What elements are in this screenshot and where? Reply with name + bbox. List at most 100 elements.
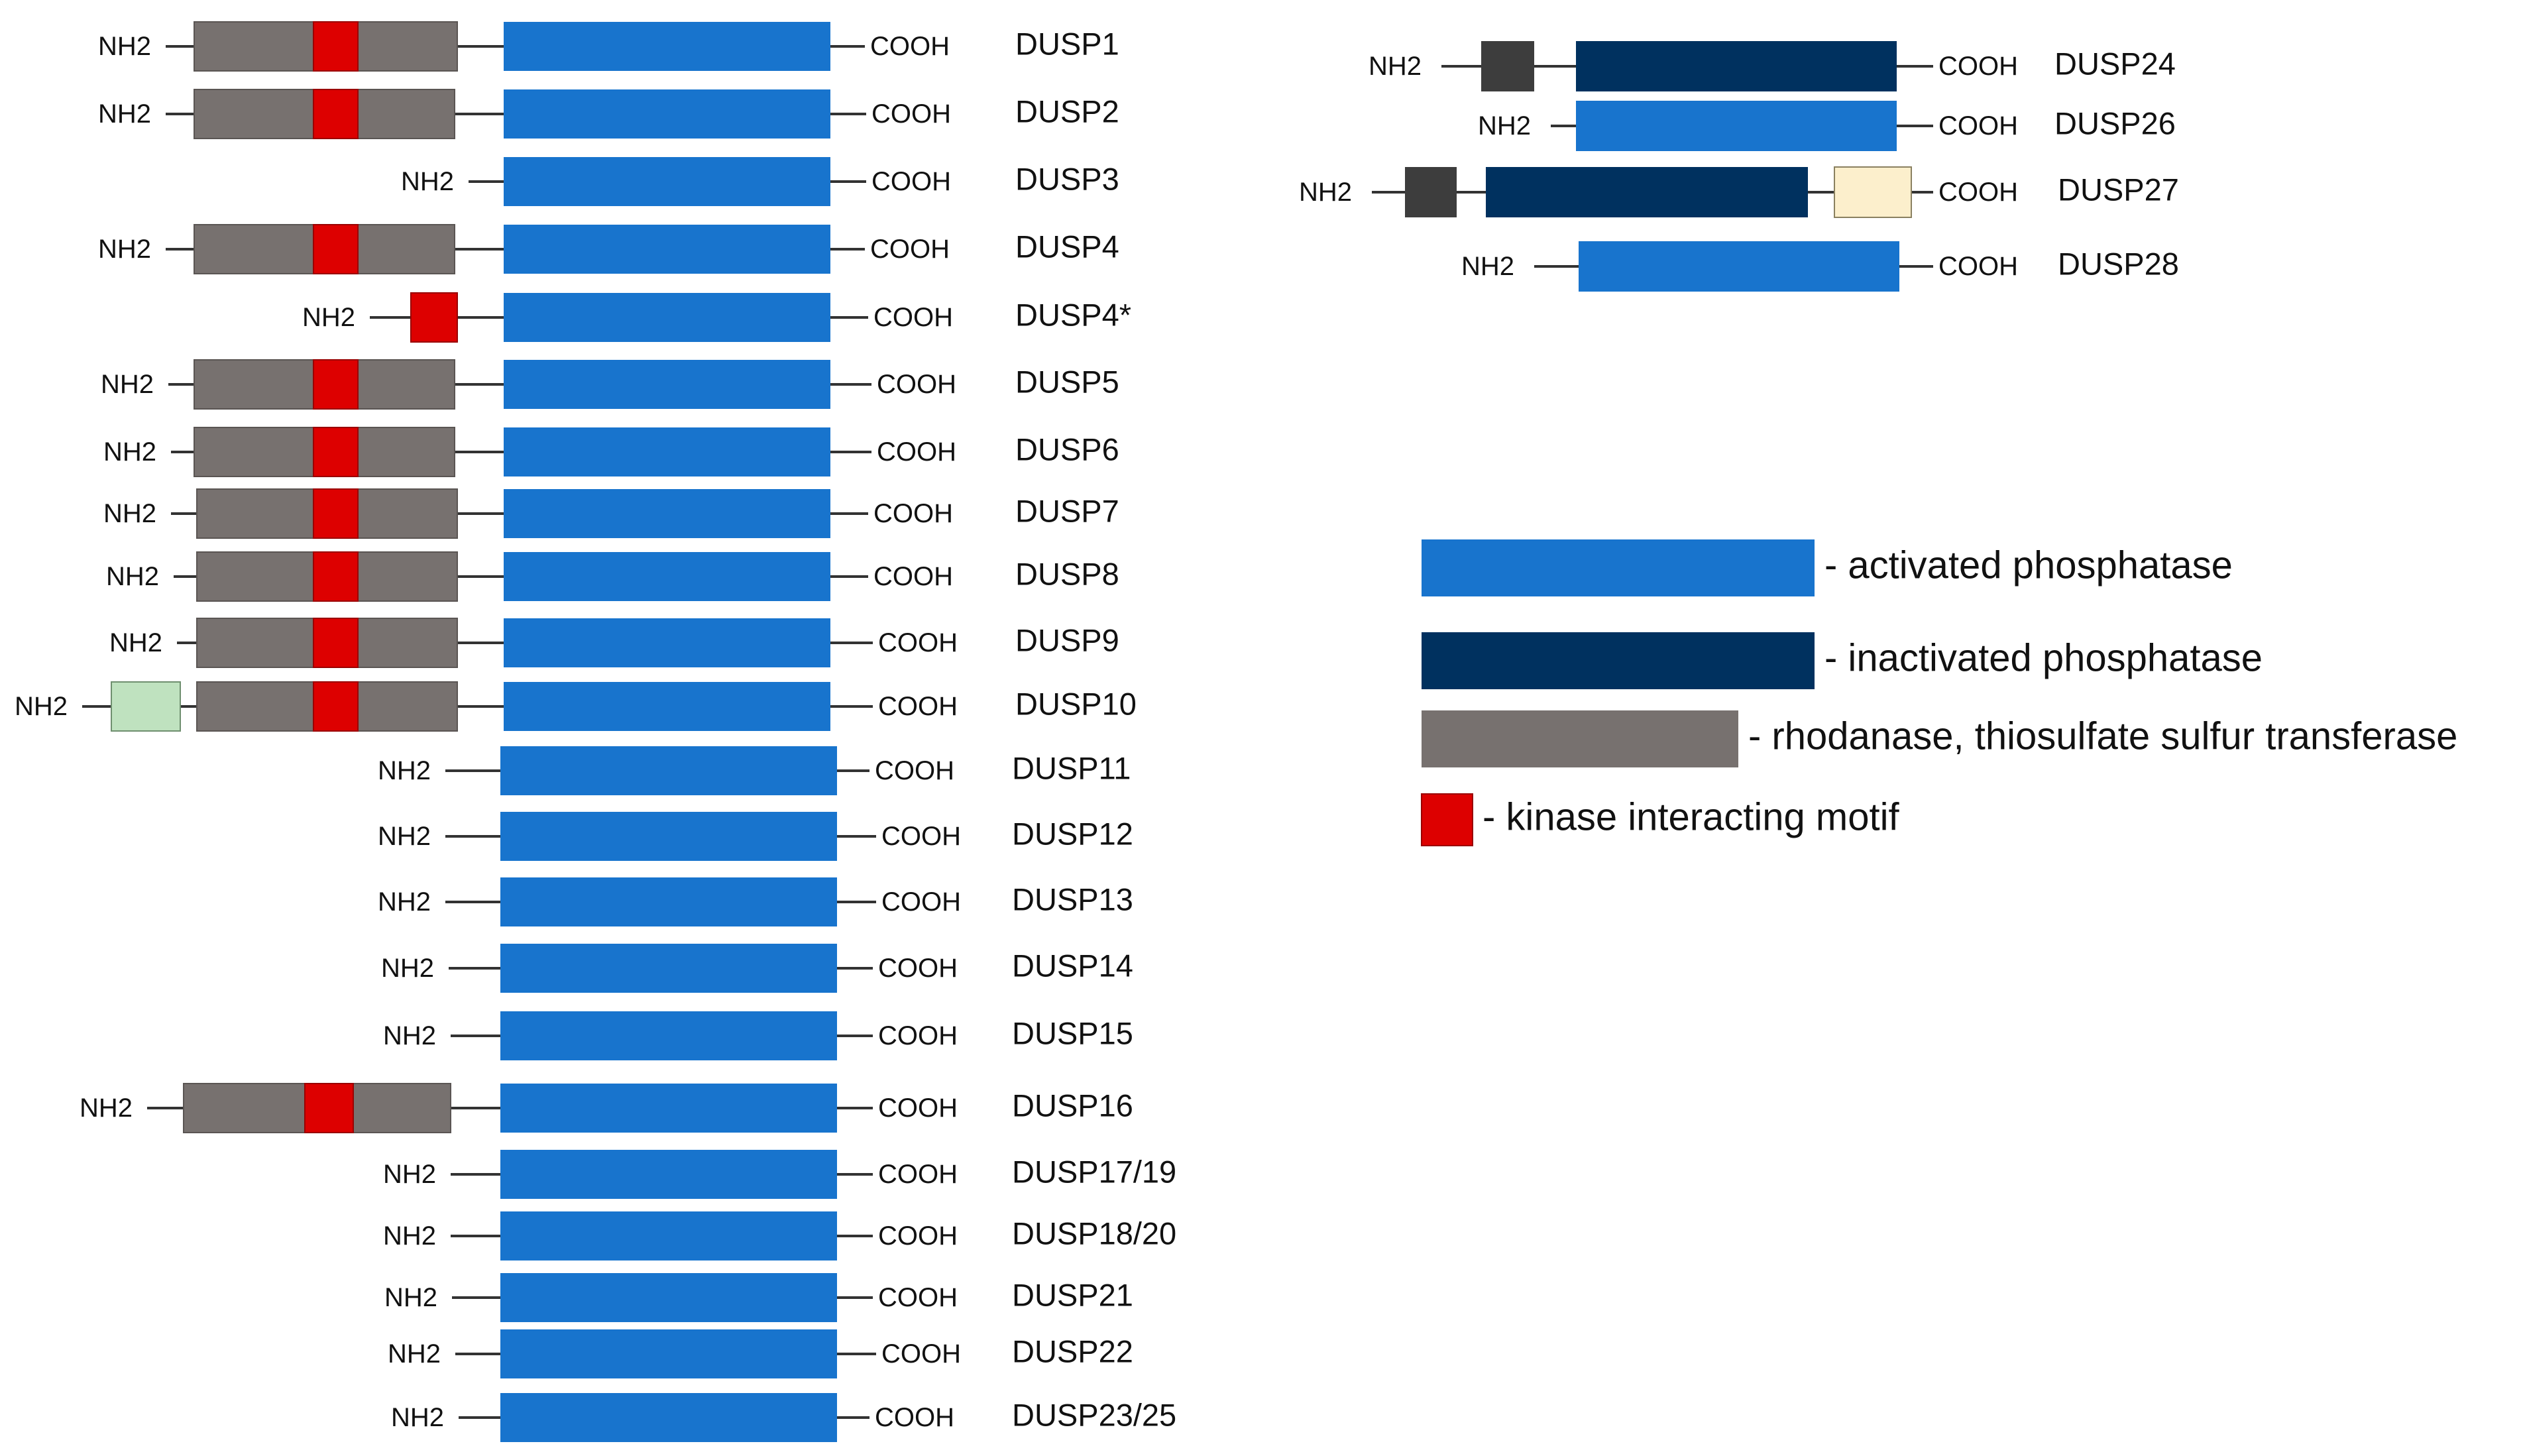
nh2-label: NH2 [391,1403,444,1432]
cooh-label: COOH [878,1021,958,1050]
protein-name: DUSP16 [1012,1088,1133,1123]
nh2-label: NH2 [15,692,68,721]
phosphatase-domain [500,1150,837,1199]
kim-motif [304,1083,354,1133]
nh2-label: NH2 [1369,52,1422,81]
nh2-label: NH2 [1461,252,1514,281]
kim-motif [313,427,359,477]
cooh-label: COOH [873,499,953,528]
protein-row-dusp5: NH2 COOH DUSP5 [101,359,1119,410]
protein-row-dusp26: NH2 COOH DUSP26 [1478,101,2176,151]
legend: - activated phosphatase - inactivated pho… [1421,539,2457,846]
protein-row-dusp7: NH2 COOH DUSP7 [103,488,1119,539]
protein-name: DUSP4 [1015,229,1119,264]
protein-row-dusp8: NH2 COOH DUSP8 [106,551,1119,602]
protein-row-dusp9: NH2 COOH DUSP9 [109,618,1119,668]
protein-name: DUSP26 [2054,106,2176,141]
protein-name: DUSP3 [1015,162,1119,197]
phosphatase-domain [504,293,830,342]
protein-row-dusp12: NH2 COOH DUSP12 [378,812,1133,861]
extra-domain [1481,41,1534,91]
nh2-label: NH2 [384,1283,437,1312]
nh2-label: NH2 [98,235,151,264]
cooh-label: COOH [871,167,951,196]
nh2-label: NH2 [378,756,431,785]
kim-motif [313,681,359,732]
phosphatase-domain [504,89,830,139]
protein-row-dusp2: NH2 COOH DUSP2 [98,89,1119,139]
nh2-label: NH2 [383,1221,436,1251]
protein-row-dusp22: NH2 COOH DUSP22 [388,1329,1133,1378]
protein-row-dusp4: NH2 COOH DUSP4 [98,224,1119,274]
cooh-label: COOH [878,954,958,983]
protein-name: DUSP5 [1015,364,1119,400]
phosphatase-domain [500,1329,837,1378]
phosphatase-domain [1579,241,1899,292]
protein-row-dusp21: NH2 COOH DUSP21 [384,1273,1133,1322]
cooh-label: COOH [881,887,961,917]
cooh-label: COOH [871,99,951,129]
cooh-label: COOH [881,1339,961,1369]
protein-row-dusp23-25: NH2 COOH DUSP23/25 [391,1393,1176,1442]
legend-label: - inactivated phosphatase [1824,637,2263,680]
nh2-label: NH2 [381,954,434,983]
cooh-label: COOH [875,1403,954,1432]
protein-row-dusp13: NH2 COOH DUSP13 [378,877,1133,926]
nh2-label: NH2 [98,32,151,61]
kim-motif [313,359,359,410]
phosphatase-domain [500,1211,837,1260]
protein-row-dusp6: NH2 COOH DUSP6 [103,427,1119,477]
protein-name: DUSP24 [2054,46,2176,82]
nh2-label: NH2 [103,499,156,528]
cooh-label: COOH [878,692,958,721]
phosphatase-domain [504,157,830,206]
legend-label: - kinase interacting motif [1483,796,1899,839]
protein-name: DUSP18/20 [1012,1216,1176,1251]
protein-row-dusp27: NH2 COOH DUSP27 [1299,166,2179,218]
protein-row-dusp28: NH2 COOH DUSP28 [1461,241,2179,292]
inactivated-phosphatase-domain [1486,167,1808,217]
cooh-label: COOH [1938,178,2018,207]
phosphatase-domain [500,1393,837,1442]
phosphatase-domain [500,877,837,926]
phosphatase-domain [504,552,830,601]
phosphatase-domain [504,427,830,476]
protein-name: DUSP23/25 [1012,1398,1176,1433]
phosphatase-domain [500,1011,837,1060]
nh2-label: NH2 [383,1160,436,1189]
protein-row-dusp3: NH2 COOH DUSP3 [401,157,1119,206]
phosphatase-domain [504,489,830,538]
protein-row-dusp14: NH2 COOH DUSP14 [381,944,1133,993]
nh2-label: NH2 [1478,111,1531,140]
kim-motif [313,21,359,72]
protein-name: DUSP10 [1015,687,1137,722]
cooh-label: COOH [873,562,953,591]
nh2-label: NH2 [80,1093,133,1123]
legend-swatch [1422,710,1738,767]
protein-row-dusp24: NH2 COOH DUSP24 [1369,41,2176,91]
protein-name: DUSP13 [1012,882,1133,917]
cooh-label: COOH [875,756,954,785]
protein-row-dusp15: NH2 COOH DUSP15 [383,1011,1133,1060]
phosphatase-domain [504,618,830,667]
extra-domain [111,681,181,732]
nh2-label: NH2 [302,303,355,332]
kim-motif [313,89,359,139]
nh2-label: NH2 [388,1339,441,1369]
protein-name: DUSP4* [1015,298,1131,333]
phosphatase-domain [504,360,830,409]
legend-label: - activated phosphatase [1824,544,2233,587]
extra-domain [1405,167,1457,217]
inactivated-phosphatase-domain [1576,41,1897,91]
cooh-label: COOH [878,1283,958,1312]
protein-name: DUSP8 [1015,557,1119,592]
legend-item-activated: - activated phosphatase [1422,539,2233,596]
cooh-label: COOH [878,1160,958,1189]
extra-domain [1834,166,1912,218]
cooh-label: COOH [877,370,956,399]
cooh-label: COOH [878,1093,958,1123]
nh2-label: NH2 [1299,178,1352,207]
nh2-label: NH2 [378,822,431,851]
protein-name: DUSP7 [1015,494,1119,529]
